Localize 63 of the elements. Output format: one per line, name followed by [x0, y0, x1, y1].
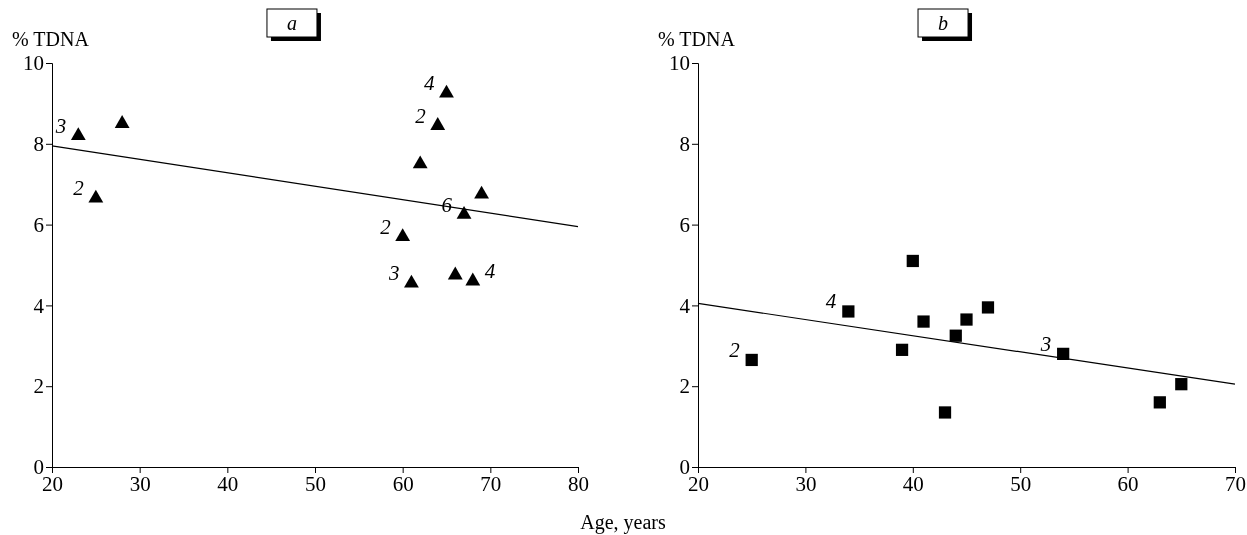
y-tick-label: 0 — [33, 455, 44, 480]
x-tick-label: 40 — [902, 471, 924, 496]
x-tick-label: 60 — [392, 471, 414, 496]
point — [981, 301, 995, 314]
x-tick-label: 40 — [217, 471, 239, 496]
x-tick-label: 20 — [42, 471, 63, 496]
point — [70, 127, 86, 140]
point — [430, 117, 446, 130]
y-tick-label: 10 — [23, 51, 44, 76]
y-tick-label: 2 — [679, 374, 690, 399]
y-tick-label: 6 — [679, 212, 690, 237]
point — [906, 254, 919, 268]
x-axis-title: Age, years — [580, 511, 666, 534]
y-tick-label: 2 — [33, 374, 44, 399]
x-tick-label: 50 — [1010, 471, 1032, 496]
point — [842, 305, 855, 318]
point — [474, 185, 489, 199]
y-axis-title: % TDNA — [658, 28, 736, 50]
x-tick-label: 80 — [568, 471, 589, 496]
annotation: 3 — [387, 261, 400, 286]
point — [404, 274, 419, 288]
x-tick-label: 50 — [305, 471, 326, 496]
point — [465, 272, 481, 286]
annotation: 2 — [380, 214, 392, 239]
x-tick-label: 30 — [129, 471, 151, 496]
annotation: 2 — [729, 337, 741, 362]
y-tick-label: 4 — [679, 293, 691, 318]
y-tick-label: 0 — [679, 455, 690, 480]
annotation: 4 — [825, 289, 837, 314]
point — [412, 155, 428, 169]
annotation: 2 — [73, 176, 85, 201]
point — [938, 406, 952, 419]
annotation: 2 — [415, 103, 427, 128]
y-tick-label: 6 — [33, 212, 44, 237]
x-tick-label: 30 — [795, 471, 817, 496]
y-tick-label: 8 — [33, 132, 44, 157]
annotation: 4 — [424, 71, 435, 96]
point — [745, 353, 758, 367]
point — [88, 189, 104, 203]
chart-title: b — [938, 12, 949, 34]
point — [395, 228, 411, 241]
point — [1153, 396, 1166, 409]
y-tick-label: 4 — [33, 293, 45, 318]
y-axis-title: % TDNA — [12, 28, 90, 50]
y-tick-label: 10 — [669, 51, 690, 76]
point — [960, 313, 973, 326]
point — [895, 343, 909, 356]
y-tick-label: 8 — [679, 132, 690, 157]
point — [447, 266, 463, 280]
annotation: 3 — [1039, 331, 1052, 356]
chart-title: a — [286, 12, 297, 34]
point — [456, 205, 472, 219]
x-tick-label: 70 — [480, 471, 502, 496]
x-tick-label: 20 — [688, 471, 709, 496]
annotation: 3 — [54, 113, 67, 138]
point — [949, 329, 962, 342]
point — [114, 115, 130, 128]
point — [917, 315, 930, 328]
annotation: 4 — [484, 259, 496, 284]
point — [439, 84, 454, 98]
x-tick-label: 70 — [1225, 471, 1246, 496]
x-tick-label: 60 — [1117, 471, 1139, 496]
point — [1175, 378, 1188, 391]
